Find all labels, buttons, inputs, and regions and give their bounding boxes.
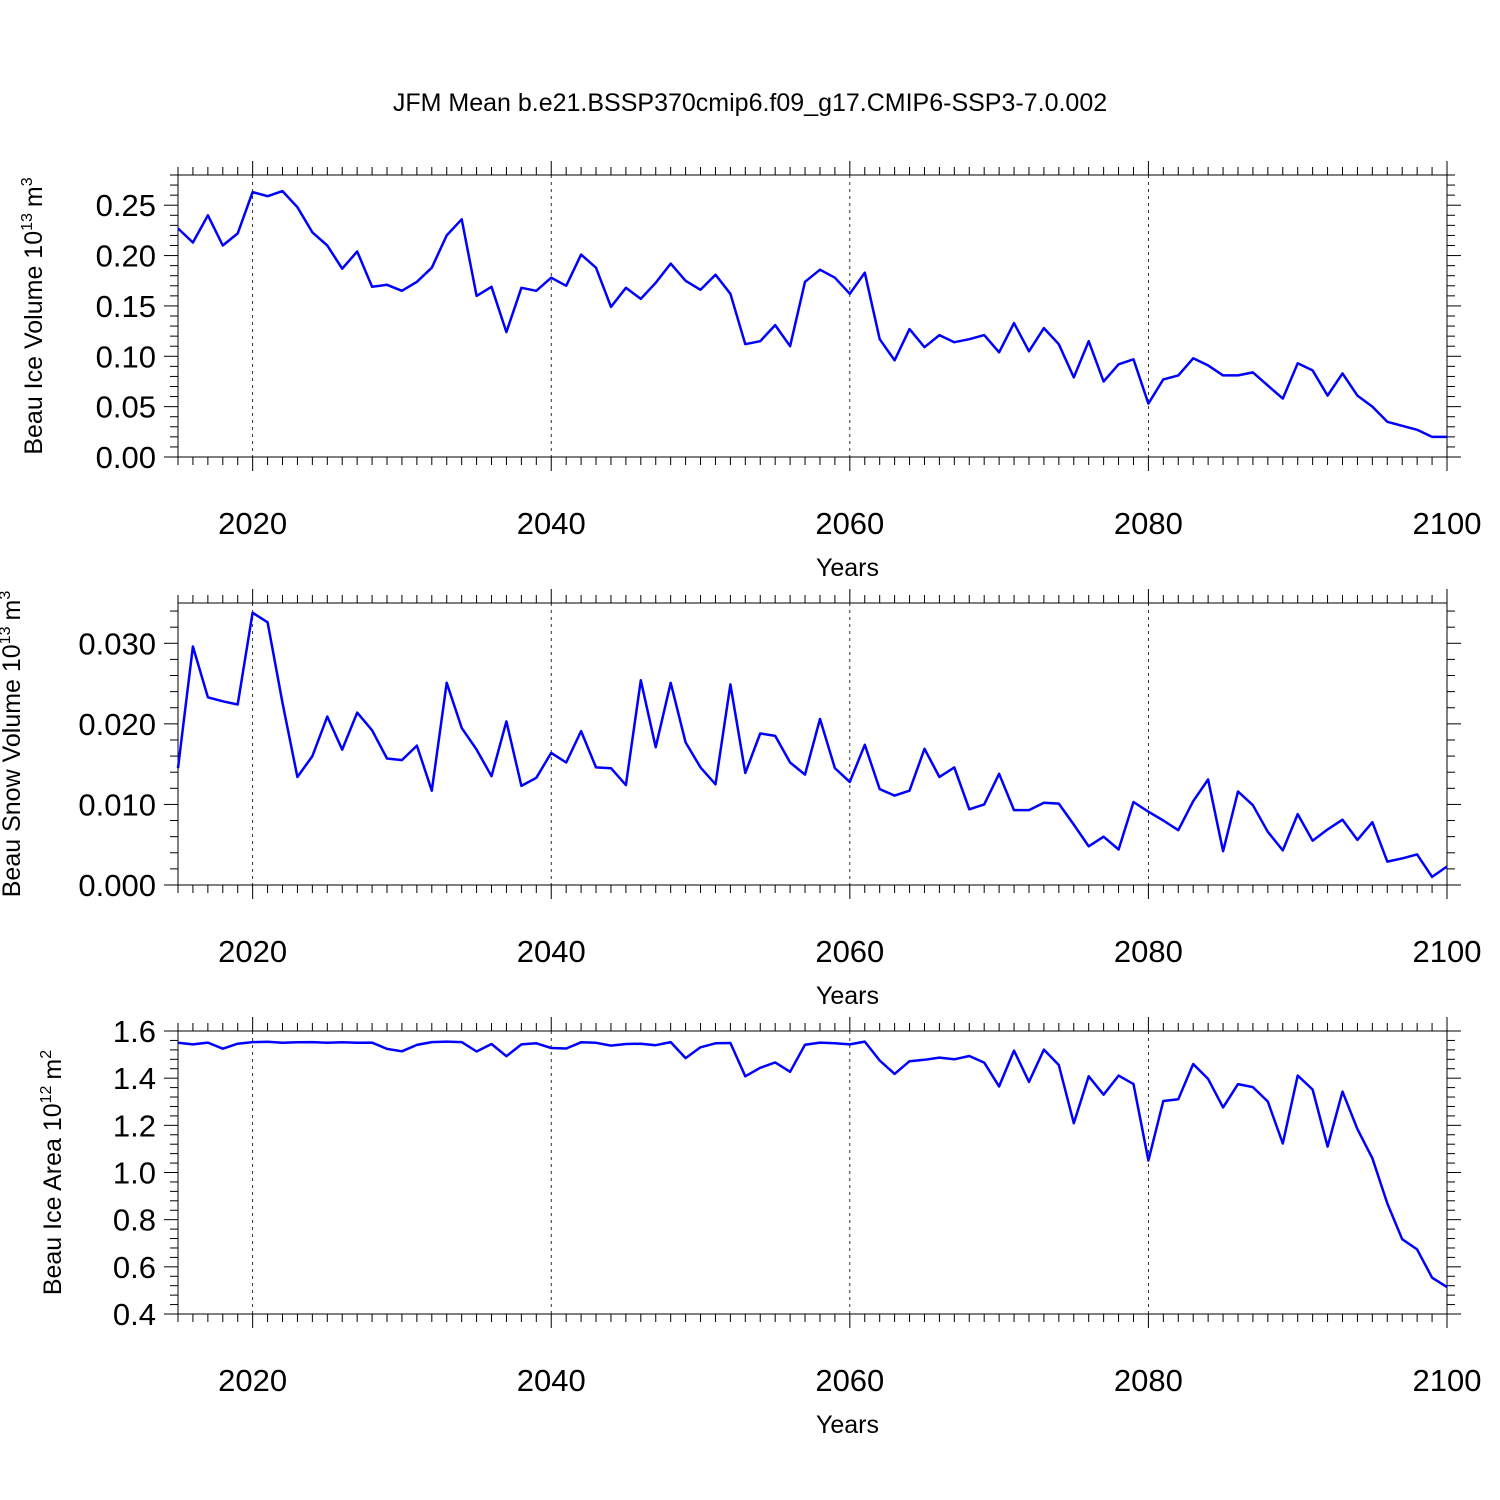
x-tick-label: 2100 xyxy=(1413,506,1482,541)
x-tick-label: 2040 xyxy=(517,1363,586,1398)
x-tick-label: 2020 xyxy=(218,1363,287,1398)
x-tick-label: 2100 xyxy=(1413,934,1482,969)
y-tick-label: 0.6 xyxy=(113,1250,156,1285)
y-tick-label: 0.4 xyxy=(113,1297,156,1332)
y-tick-label: 0.15 xyxy=(96,289,156,324)
series-line xyxy=(177,189,1447,439)
x-tick-label: 2080 xyxy=(1114,1363,1183,1398)
y-tick-label: 0.8 xyxy=(113,1203,156,1238)
x-tick-label: 2100 xyxy=(1413,1363,1482,1398)
y-axis-title-exponent: 13 xyxy=(19,213,36,231)
panel-ice-area: 2020 2040 2060 2080 2100 0.4 0.6 0.8 1.0 1.2 1.4 1.… xyxy=(38,1014,1481,1439)
panel-snow-volume: 2020 2040 2060 2080 2100 0.000 0.010 0.020 0.030… xyxy=(0,589,1481,1010)
plot-frame xyxy=(177,602,1448,886)
y-tick-label: 0.25 xyxy=(96,188,156,223)
x-tick-label: 2020 xyxy=(218,934,287,969)
plot-frame xyxy=(177,1030,1448,1315)
y-axis-title-text: Beau Snow Volume 10 xyxy=(0,644,26,897)
y-tick-label: 1.4 xyxy=(113,1061,156,1096)
y-tick-label: 0.010 xyxy=(78,787,156,822)
y-tick-label: 0.00 xyxy=(96,440,156,475)
y-axis-title-text: Beau Ice Volume 10 xyxy=(20,231,48,455)
series-line xyxy=(177,1040,1448,1289)
y-axis-title-unit: m xyxy=(39,1059,67,1080)
x-axis-title: Years xyxy=(816,1411,879,1439)
y-axis-title: Beau Snow Volume 1013 m3 xyxy=(0,591,26,898)
x-tick-label: 2060 xyxy=(815,506,884,541)
x-tick-label: 2040 xyxy=(517,934,586,969)
y-axis-title-text: Beau Ice Area 10 xyxy=(39,1103,67,1295)
x-tick-label: 2060 xyxy=(815,1363,884,1398)
y-axis-title-unit-exponent: 2 xyxy=(38,1050,55,1059)
y-tick-label: 1.0 xyxy=(113,1156,156,1191)
y-axis-title-exponent: 12 xyxy=(38,1085,55,1103)
y-axis-title-unit-exponent: 3 xyxy=(0,591,14,600)
x-tick-label: 2020 xyxy=(218,506,287,541)
x-tick-label: 2080 xyxy=(1114,934,1183,969)
y-tick-label: 0.20 xyxy=(96,239,156,274)
panel-ice-volume: 2020 2040 2060 2080 2100 0.00 0.05 0.10 0.15 0.20… xyxy=(19,161,1481,582)
y-tick-label: 0.05 xyxy=(96,390,156,425)
chart-title: JFM Mean b.e21.BSSP370cmip6.f09_g17.CMIP… xyxy=(393,89,1107,117)
x-tick-label: 2080 xyxy=(1114,506,1183,541)
y-tick-label: 0.10 xyxy=(96,339,156,374)
plot-frame xyxy=(177,174,1448,458)
y-axis-title-exponent: 13 xyxy=(0,626,14,644)
x-axis-title: Years xyxy=(816,982,879,1010)
y-tick-label: 1.6 xyxy=(113,1014,156,1049)
y-axis-title-unit: m xyxy=(20,186,48,207)
y-tick-label: 1.2 xyxy=(113,1108,156,1143)
x-tick-label: 2060 xyxy=(815,934,884,969)
y-axis-title-unit-exponent: 3 xyxy=(19,177,36,186)
y-tick-label: 0.000 xyxy=(78,868,156,903)
y-axis-title: Beau Ice Volume 1013 m3 xyxy=(19,177,48,454)
series-line xyxy=(176,611,1448,879)
y-axis-title-unit: m xyxy=(0,600,26,621)
x-tick-label: 2040 xyxy=(517,506,586,541)
x-axis-title: Years xyxy=(816,554,879,582)
y-tick-label: 0.020 xyxy=(78,707,156,742)
y-tick-label: 0.030 xyxy=(78,626,156,661)
y-axis-title: Beau Ice Area 1012 m2 xyxy=(38,1050,67,1295)
